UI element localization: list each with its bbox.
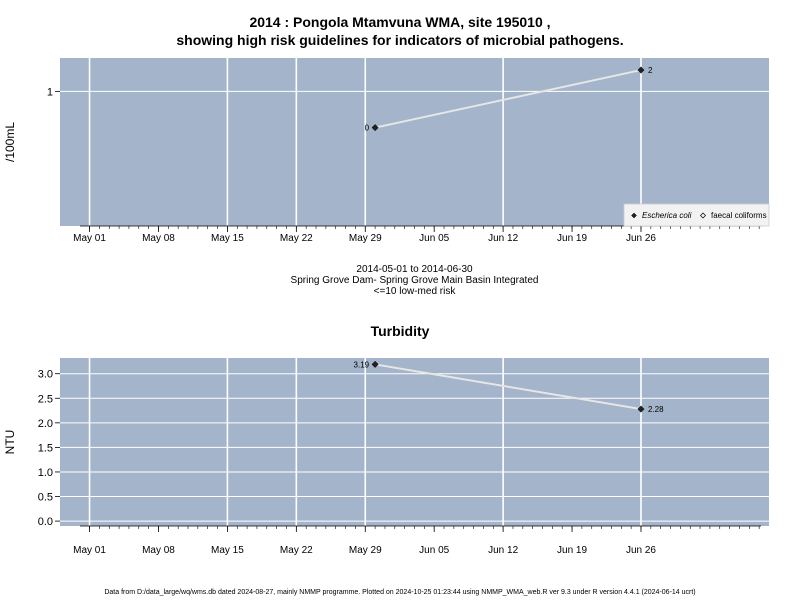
y-tick-label: 1 bbox=[47, 86, 53, 98]
x-tick-label: May 15 bbox=[211, 545, 244, 556]
data-label: 2.28 bbox=[648, 405, 664, 414]
chart-title-line2: showing high risk guidelines for indicat… bbox=[176, 32, 624, 48]
risk-caption: <=10 low-med risk bbox=[373, 286, 456, 297]
footer-note: Data from D:/data_large/wq/wms.db dated … bbox=[104, 589, 696, 596]
data-label: 3.19 bbox=[354, 360, 370, 369]
y-axis-label: NTU bbox=[3, 430, 17, 455]
y-tick-label: 2.0 bbox=[38, 418, 53, 430]
y-tick-label: 3.0 bbox=[38, 369, 53, 381]
site-caption: Spring Grove Dam- Spring Grove Main Basi… bbox=[290, 275, 539, 286]
series-line bbox=[374, 363, 642, 411]
x-tick-label: Jun 05 bbox=[419, 233, 449, 244]
data-point bbox=[637, 405, 645, 413]
x-tick-label: May 15 bbox=[211, 233, 244, 244]
data-label: 2 bbox=[648, 66, 653, 75]
x-tick-label: May 22 bbox=[280, 545, 313, 556]
y-tick-label: 0.5 bbox=[38, 492, 53, 504]
x-tick-label: May 01 bbox=[73, 233, 106, 244]
x-tick-label: May 08 bbox=[142, 233, 175, 244]
legend-entry: Escherica coli bbox=[642, 211, 692, 220]
x-tick-label: Jun 12 bbox=[488, 545, 518, 556]
x-tick-label: Jun 19 bbox=[557, 233, 587, 244]
y-tick-label: 2.5 bbox=[38, 393, 53, 405]
data-point bbox=[371, 124, 379, 132]
data-point bbox=[637, 66, 645, 74]
legend-entry: faecal coliforms bbox=[711, 211, 767, 220]
chart-title-line1: 2014 : Pongola Mtamvuna WMA, site 195010… bbox=[249, 14, 551, 30]
plot-panel-1 bbox=[60, 58, 769, 226]
x-tick-label: Jun 26 bbox=[626, 545, 656, 556]
y-tick-label: 1.5 bbox=[38, 442, 53, 454]
date-range-caption: 2014-05-01 to 2014-06-30 bbox=[356, 264, 473, 275]
x-tick-label: May 22 bbox=[280, 233, 313, 244]
x-tick-label: Jun 12 bbox=[488, 233, 518, 244]
y-tick-label: 1.0 bbox=[38, 467, 53, 479]
plot-panel-2 bbox=[60, 358, 769, 526]
x-tick-label: Jun 19 bbox=[557, 545, 587, 556]
x-tick-label: Jun 26 bbox=[626, 233, 656, 244]
series-line bbox=[374, 69, 642, 129]
x-tick-label: May 29 bbox=[349, 233, 382, 244]
data-point bbox=[371, 360, 379, 368]
legend-marker-open bbox=[700, 212, 706, 219]
data-label: 0 bbox=[365, 124, 370, 133]
x-tick-label: Jun 05 bbox=[419, 545, 449, 556]
x-tick-label: May 08 bbox=[142, 545, 175, 556]
legend-marker-filled bbox=[631, 212, 637, 219]
y-axis-label: /100mL bbox=[3, 122, 17, 162]
x-tick-label: May 01 bbox=[73, 545, 106, 556]
y-tick-label: 0.0 bbox=[38, 516, 53, 528]
legend-box bbox=[623, 203, 770, 227]
turbidity-title: Turbidity bbox=[370, 323, 430, 339]
x-tick-label: May 29 bbox=[349, 545, 382, 556]
